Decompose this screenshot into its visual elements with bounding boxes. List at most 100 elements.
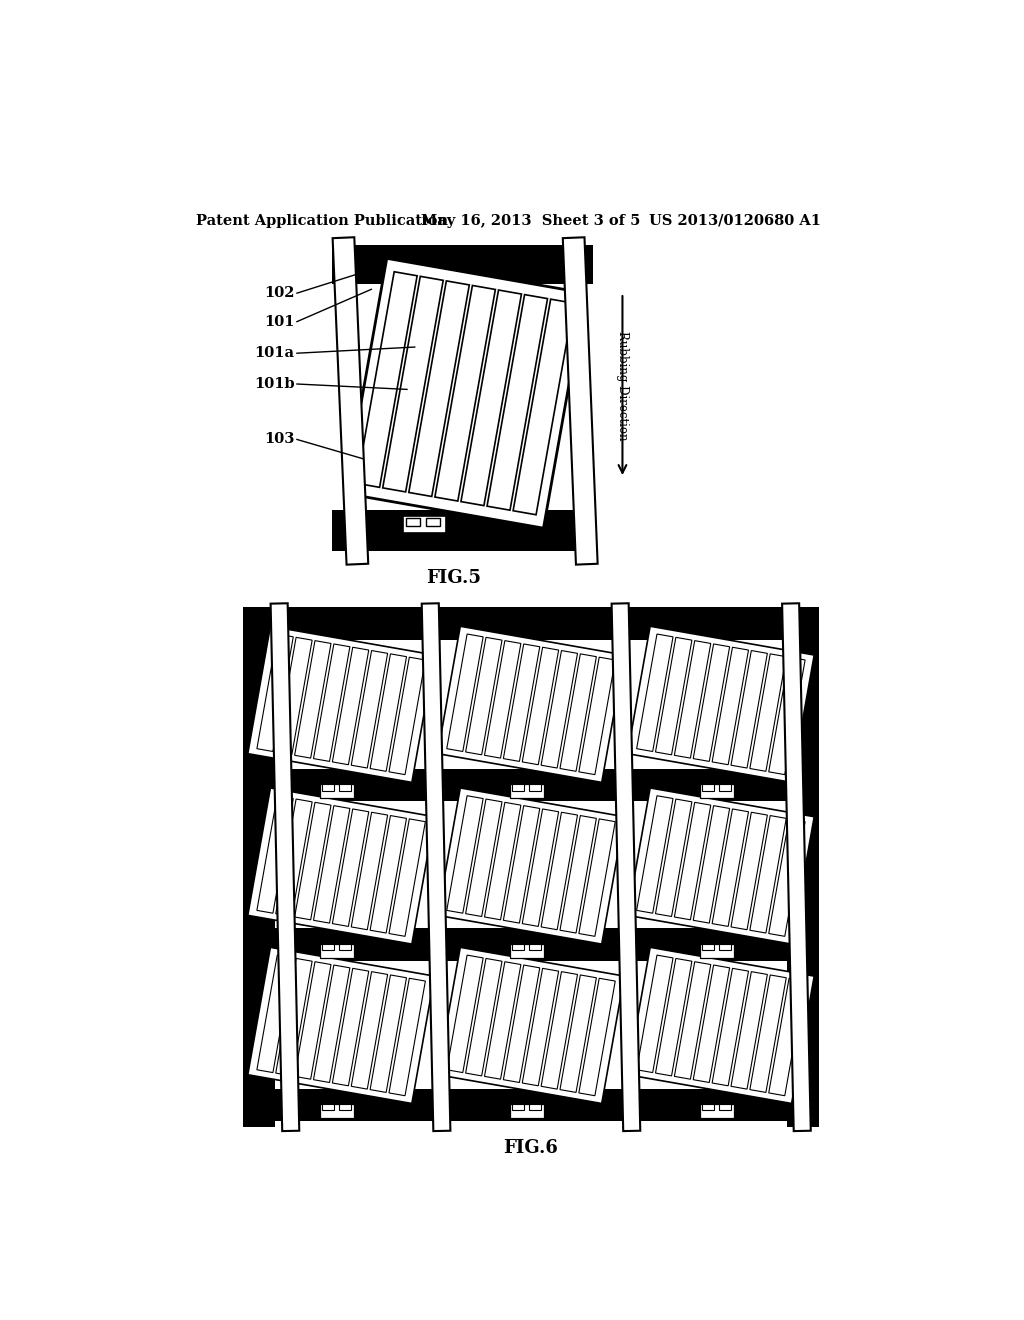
Polygon shape bbox=[295, 962, 331, 1080]
Polygon shape bbox=[370, 816, 407, 933]
Text: Rubbing Direction: Rubbing Direction bbox=[616, 331, 629, 441]
Polygon shape bbox=[513, 300, 573, 515]
Polygon shape bbox=[270, 603, 299, 1131]
Polygon shape bbox=[611, 603, 640, 1131]
Polygon shape bbox=[560, 816, 596, 933]
Polygon shape bbox=[712, 969, 749, 1086]
Polygon shape bbox=[466, 638, 502, 755]
Polygon shape bbox=[257, 956, 293, 1073]
Bar bbox=[321, 944, 354, 958]
Polygon shape bbox=[257, 634, 293, 751]
Polygon shape bbox=[563, 238, 598, 565]
Bar bbox=[719, 1104, 731, 1110]
Polygon shape bbox=[628, 626, 814, 783]
Polygon shape bbox=[504, 805, 540, 923]
Polygon shape bbox=[560, 653, 596, 771]
Polygon shape bbox=[731, 812, 767, 929]
Polygon shape bbox=[466, 958, 502, 1076]
Bar bbox=[512, 944, 524, 950]
Text: 103: 103 bbox=[264, 433, 295, 446]
Bar bbox=[512, 1104, 524, 1110]
Polygon shape bbox=[675, 640, 711, 758]
Polygon shape bbox=[769, 657, 805, 775]
Polygon shape bbox=[351, 812, 388, 929]
Polygon shape bbox=[487, 294, 548, 511]
Bar bbox=[700, 784, 734, 799]
Polygon shape bbox=[484, 640, 521, 758]
Bar bbox=[512, 784, 524, 791]
Polygon shape bbox=[409, 281, 469, 496]
Bar bbox=[243, 1089, 819, 1121]
Bar bbox=[700, 1104, 734, 1118]
Polygon shape bbox=[333, 809, 369, 927]
Polygon shape bbox=[675, 962, 711, 1080]
Bar bbox=[719, 784, 731, 791]
Polygon shape bbox=[446, 956, 483, 1073]
Bar bbox=[339, 784, 351, 791]
Polygon shape bbox=[466, 799, 502, 916]
Bar bbox=[528, 784, 541, 791]
Polygon shape bbox=[628, 788, 814, 944]
Polygon shape bbox=[389, 818, 425, 936]
Polygon shape bbox=[422, 603, 451, 1131]
Bar bbox=[339, 944, 351, 950]
Bar bbox=[701, 784, 714, 791]
Polygon shape bbox=[313, 805, 350, 923]
Bar bbox=[403, 516, 445, 533]
Polygon shape bbox=[769, 978, 805, 1096]
Bar bbox=[322, 944, 334, 950]
Polygon shape bbox=[693, 644, 730, 762]
Polygon shape bbox=[383, 276, 443, 492]
Polygon shape bbox=[437, 626, 625, 783]
Polygon shape bbox=[541, 651, 578, 768]
Polygon shape bbox=[333, 238, 369, 565]
Polygon shape bbox=[637, 634, 673, 751]
Bar bbox=[701, 944, 714, 950]
Polygon shape bbox=[750, 816, 786, 933]
Polygon shape bbox=[313, 965, 350, 1082]
Bar bbox=[332, 246, 593, 284]
Polygon shape bbox=[370, 653, 407, 771]
Bar bbox=[339, 1104, 351, 1110]
Polygon shape bbox=[712, 647, 749, 764]
Polygon shape bbox=[637, 796, 673, 913]
Polygon shape bbox=[389, 978, 425, 1096]
Polygon shape bbox=[437, 788, 625, 944]
Polygon shape bbox=[628, 948, 814, 1104]
Polygon shape bbox=[333, 647, 369, 764]
Bar bbox=[243, 928, 819, 961]
Polygon shape bbox=[356, 272, 417, 487]
Bar bbox=[528, 944, 541, 950]
Polygon shape bbox=[484, 803, 521, 920]
Text: Patent Application Publication: Patent Application Publication bbox=[197, 214, 449, 228]
Text: 101a: 101a bbox=[255, 346, 295, 360]
Polygon shape bbox=[750, 653, 786, 771]
Bar bbox=[332, 511, 589, 552]
Polygon shape bbox=[248, 788, 434, 944]
Polygon shape bbox=[389, 657, 425, 775]
Polygon shape bbox=[248, 948, 434, 1104]
Bar bbox=[510, 784, 544, 799]
Bar bbox=[786, 607, 819, 1127]
Polygon shape bbox=[579, 657, 615, 775]
Bar bbox=[701, 1104, 714, 1110]
Polygon shape bbox=[522, 809, 559, 927]
Polygon shape bbox=[693, 965, 730, 1082]
Polygon shape bbox=[446, 796, 483, 913]
Bar bbox=[426, 517, 440, 525]
Text: FIG.5: FIG.5 bbox=[426, 569, 481, 587]
Text: May 16, 2013  Sheet 3 of 5: May 16, 2013 Sheet 3 of 5 bbox=[421, 214, 640, 228]
Bar bbox=[321, 784, 354, 799]
Polygon shape bbox=[446, 634, 483, 751]
Polygon shape bbox=[484, 962, 521, 1080]
Polygon shape bbox=[275, 958, 312, 1076]
Bar bbox=[322, 784, 334, 791]
Bar bbox=[321, 1104, 354, 1118]
Bar bbox=[407, 517, 420, 525]
Bar bbox=[243, 607, 275, 1127]
Polygon shape bbox=[461, 290, 521, 506]
Bar bbox=[510, 1104, 544, 1118]
Text: 101: 101 bbox=[264, 314, 295, 329]
Polygon shape bbox=[275, 638, 312, 755]
Polygon shape bbox=[637, 956, 673, 1073]
